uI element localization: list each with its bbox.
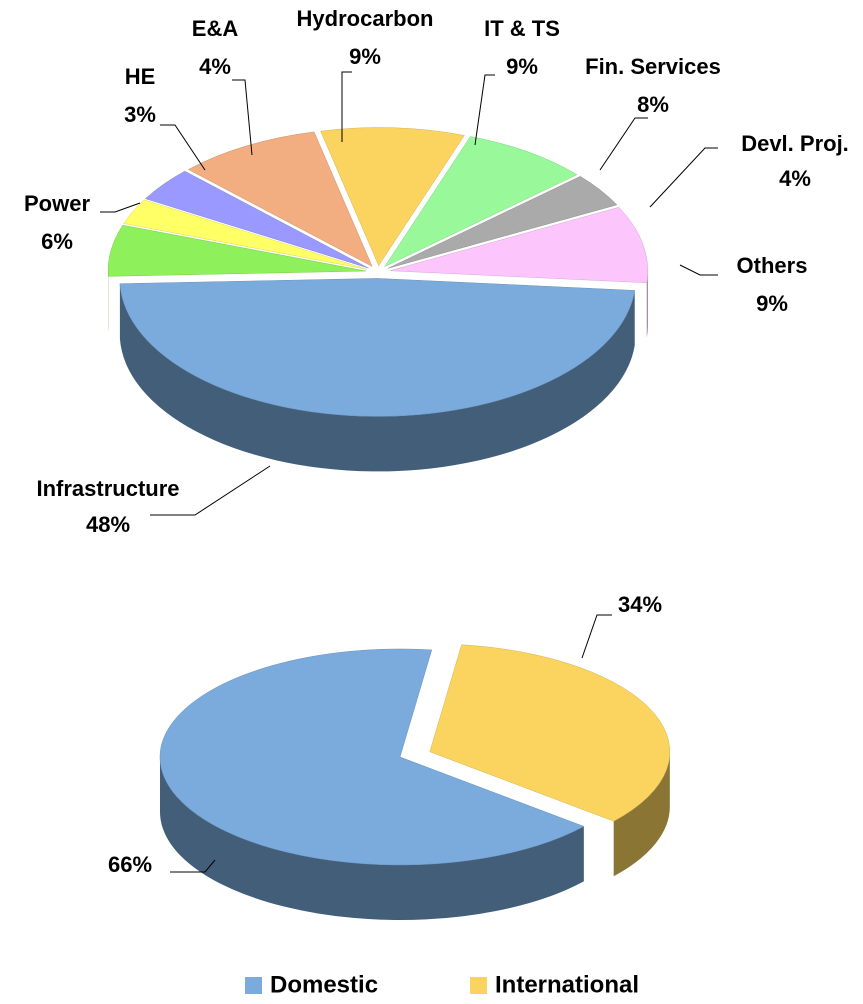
slice: [144, 170, 369, 269]
value-label: 34%: [618, 592, 662, 617]
slice: [383, 136, 578, 268]
slice-label: HE: [125, 64, 156, 89]
value-label: 8%: [637, 92, 669, 117]
leader-line: [100, 202, 141, 213]
slice: [320, 127, 465, 267]
slice: [119, 278, 636, 417]
pie-tops: [159, 644, 671, 866]
legend-swatch: [470, 977, 487, 994]
pie-sides: [160, 751, 670, 920]
leader-line: [599, 117, 648, 171]
slice-label: Others: [737, 253, 808, 278]
leader-line: [649, 147, 718, 208]
slice-side: [119, 283, 635, 472]
leader-line: [150, 465, 271, 516]
slice: [107, 224, 367, 277]
pie-tops: [107, 127, 648, 417]
leader-line: [679, 264, 718, 276]
slice: [123, 199, 368, 270]
slice-label: Fin. Services: [585, 54, 721, 79]
slice-label: Infrastructure: [36, 476, 179, 501]
legend-label: International: [495, 971, 639, 998]
slice: [159, 648, 585, 866]
slice-side: [160, 757, 584, 920]
slice-label: Power: [24, 191, 90, 216]
value-label: 3%: [124, 102, 156, 127]
value-label: 4%: [199, 54, 231, 79]
value-label: 9%: [506, 54, 538, 79]
pie: [107, 127, 648, 472]
value-label: 6%: [41, 229, 73, 254]
value-label: 4%: [779, 166, 811, 191]
slice: [187, 131, 373, 267]
slice: [429, 644, 671, 822]
slice-label: Devl. Proj.: [741, 131, 849, 156]
slice-label: IT & TS: [484, 16, 560, 41]
pie: [159, 644, 671, 920]
leader-line: [341, 71, 352, 142]
slice-label: Hydrocarbon: [297, 6, 434, 31]
leader-line: [170, 859, 216, 873]
leader-line: [581, 614, 612, 659]
slice: [387, 176, 618, 269]
legend-label: Domestic: [270, 971, 378, 998]
legend-swatch: [245, 977, 262, 994]
slice-side: [613, 751, 670, 877]
leader-line: [474, 74, 495, 146]
value-label: 9%: [756, 291, 788, 316]
value-label: 48%: [86, 512, 130, 537]
slice-label: E&A: [192, 16, 239, 41]
slice: [389, 206, 648, 284]
value-label: 66%: [108, 852, 152, 877]
slice-side: [646, 270, 648, 338]
leader-line: [160, 124, 206, 171]
pie-sides: [108, 270, 648, 472]
leader-line: [232, 79, 253, 156]
value-label: 9%: [349, 44, 381, 69]
